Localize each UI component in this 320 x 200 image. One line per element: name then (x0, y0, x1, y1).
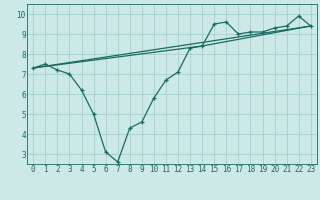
Text: Humidex (Indice chaleur): Humidex (Indice chaleur) (95, 180, 225, 189)
